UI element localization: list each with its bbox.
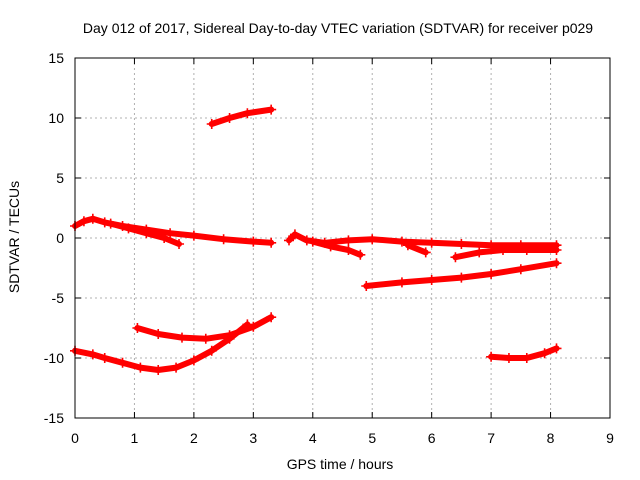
data-point-0-0 — [206, 119, 217, 129]
data-point-2-1 — [123, 223, 134, 234]
data-point-10-4 — [551, 343, 562, 354]
data-point-10-2 — [521, 353, 532, 363]
y-tick-label-0: -15 — [44, 410, 64, 426]
data-point-1-8 — [218, 234, 229, 245]
data-point-6-4 — [551, 245, 562, 255]
data-point-3-5 — [367, 234, 378, 245]
data-point-9-4 — [135, 362, 146, 373]
data-point-9-10 — [242, 319, 253, 330]
plot-frame — [74, 57, 611, 419]
data-point-3-6 — [396, 236, 407, 247]
x-tick-label-5: 5 — [368, 430, 376, 446]
data-point-9-3 — [117, 357, 128, 368]
y-tick-label-2: -5 — [52, 290, 65, 306]
data-point-10-0 — [486, 351, 497, 362]
x-tick-label-8: 8 — [547, 430, 555, 446]
data-point-0-1 — [224, 113, 235, 123]
data-point-7-5 — [515, 264, 526, 275]
data-point-4-0 — [307, 236, 318, 247]
x-tick-label-7: 7 — [487, 430, 495, 446]
data-point-5-1 — [420, 247, 431, 258]
data-point-3-4 — [343, 235, 354, 246]
data-point-1-9 — [248, 236, 259, 247]
x-tick-label-0: 0 — [71, 430, 79, 446]
data-point-6-2 — [498, 245, 508, 255]
x-tick-label-4: 4 — [309, 430, 317, 446]
data-point-8-0 — [132, 323, 143, 333]
data-point-5-0 — [402, 240, 413, 251]
data-point-9-7 — [188, 355, 199, 366]
data-point-1-7 — [188, 230, 199, 241]
data-point-6-0 — [450, 252, 461, 263]
x-tick-label-1: 1 — [131, 430, 139, 446]
series-segment-9 — [72, 321, 251, 373]
data-point-6-3 — [521, 245, 532, 255]
series-segment-6 — [452, 247, 560, 261]
data-point-2-3 — [159, 233, 170, 243]
data-point-9-1 — [87, 349, 98, 360]
data-point-7-0 — [361, 281, 372, 291]
data-point-9-8 — [206, 345, 217, 356]
chart-title: Day 012 of 2017, Sidereal Day-to-day VTE… — [83, 20, 593, 36]
data-point-9-5 — [153, 365, 164, 375]
series-layer — [70, 104, 562, 375]
data-point-4-1 — [325, 241, 336, 252]
data-point-4-2 — [343, 245, 354, 255]
data-point-2-0 — [105, 218, 116, 229]
y-tick-label-4: 5 — [56, 170, 64, 186]
axes-layer: 0 1 2 3 4 5 6 7 8 9 -15 -10 -5 0 5 10 15 — [44, 50, 614, 446]
x-axis-label: GPS time / hours — [287, 456, 394, 472]
y-tick-label-6: 15 — [48, 50, 64, 66]
series-segment-5 — [404, 242, 429, 256]
data-point-7-3 — [456, 272, 467, 283]
x-tick-label-2: 2 — [190, 430, 198, 446]
data-point-7-1 — [396, 277, 407, 288]
data-point-1-6 — [165, 228, 176, 239]
data-point-3-8 — [456, 239, 467, 249]
data-point-6-1 — [474, 247, 485, 258]
y-tick-label-5: 10 — [48, 110, 64, 126]
data-point-7-4 — [486, 269, 497, 279]
data-point-3-1 — [289, 229, 300, 240]
x-tick-label-9: 9 — [606, 430, 614, 446]
y-tick-label-3: 0 — [56, 230, 64, 246]
data-point-2-2 — [141, 228, 152, 239]
data-point-8-2 — [177, 332, 187, 343]
series-segment-4 — [309, 238, 364, 258]
data-point-3-0 — [284, 235, 294, 246]
data-point-8-6 — [266, 312, 277, 323]
series-segment-0 — [208, 106, 275, 127]
data-point-7-2 — [426, 275, 437, 285]
y-tick-label-1: -10 — [44, 350, 64, 366]
data-point-1-2 — [87, 213, 98, 224]
data-point-8-3 — [200, 333, 211, 344]
data-point-0-2 — [242, 108, 253, 119]
x-tick-label-6: 6 — [428, 430, 436, 446]
data-point-7-6 — [551, 258, 562, 269]
data-point-8-5 — [248, 321, 259, 332]
data-point-1-10 — [266, 237, 277, 248]
data-point-9-6 — [171, 362, 182, 373]
data-point-0-3 — [266, 104, 277, 115]
data-point-9-2 — [99, 353, 110, 363]
data-point-8-1 — [153, 329, 164, 339]
data-point-10-1 — [503, 353, 514, 363]
data-point-4-3 — [355, 249, 366, 260]
data-point-10-3 — [539, 348, 550, 359]
data-point-3-7 — [426, 237, 437, 248]
y-axis-label: SDTVAR / TECUs — [6, 181, 22, 293]
data-point-1-1 — [78, 216, 89, 227]
data-point-2-4 — [174, 239, 185, 249]
x-tick-label-3: 3 — [249, 430, 257, 446]
data-point-9-9 — [224, 333, 235, 344]
